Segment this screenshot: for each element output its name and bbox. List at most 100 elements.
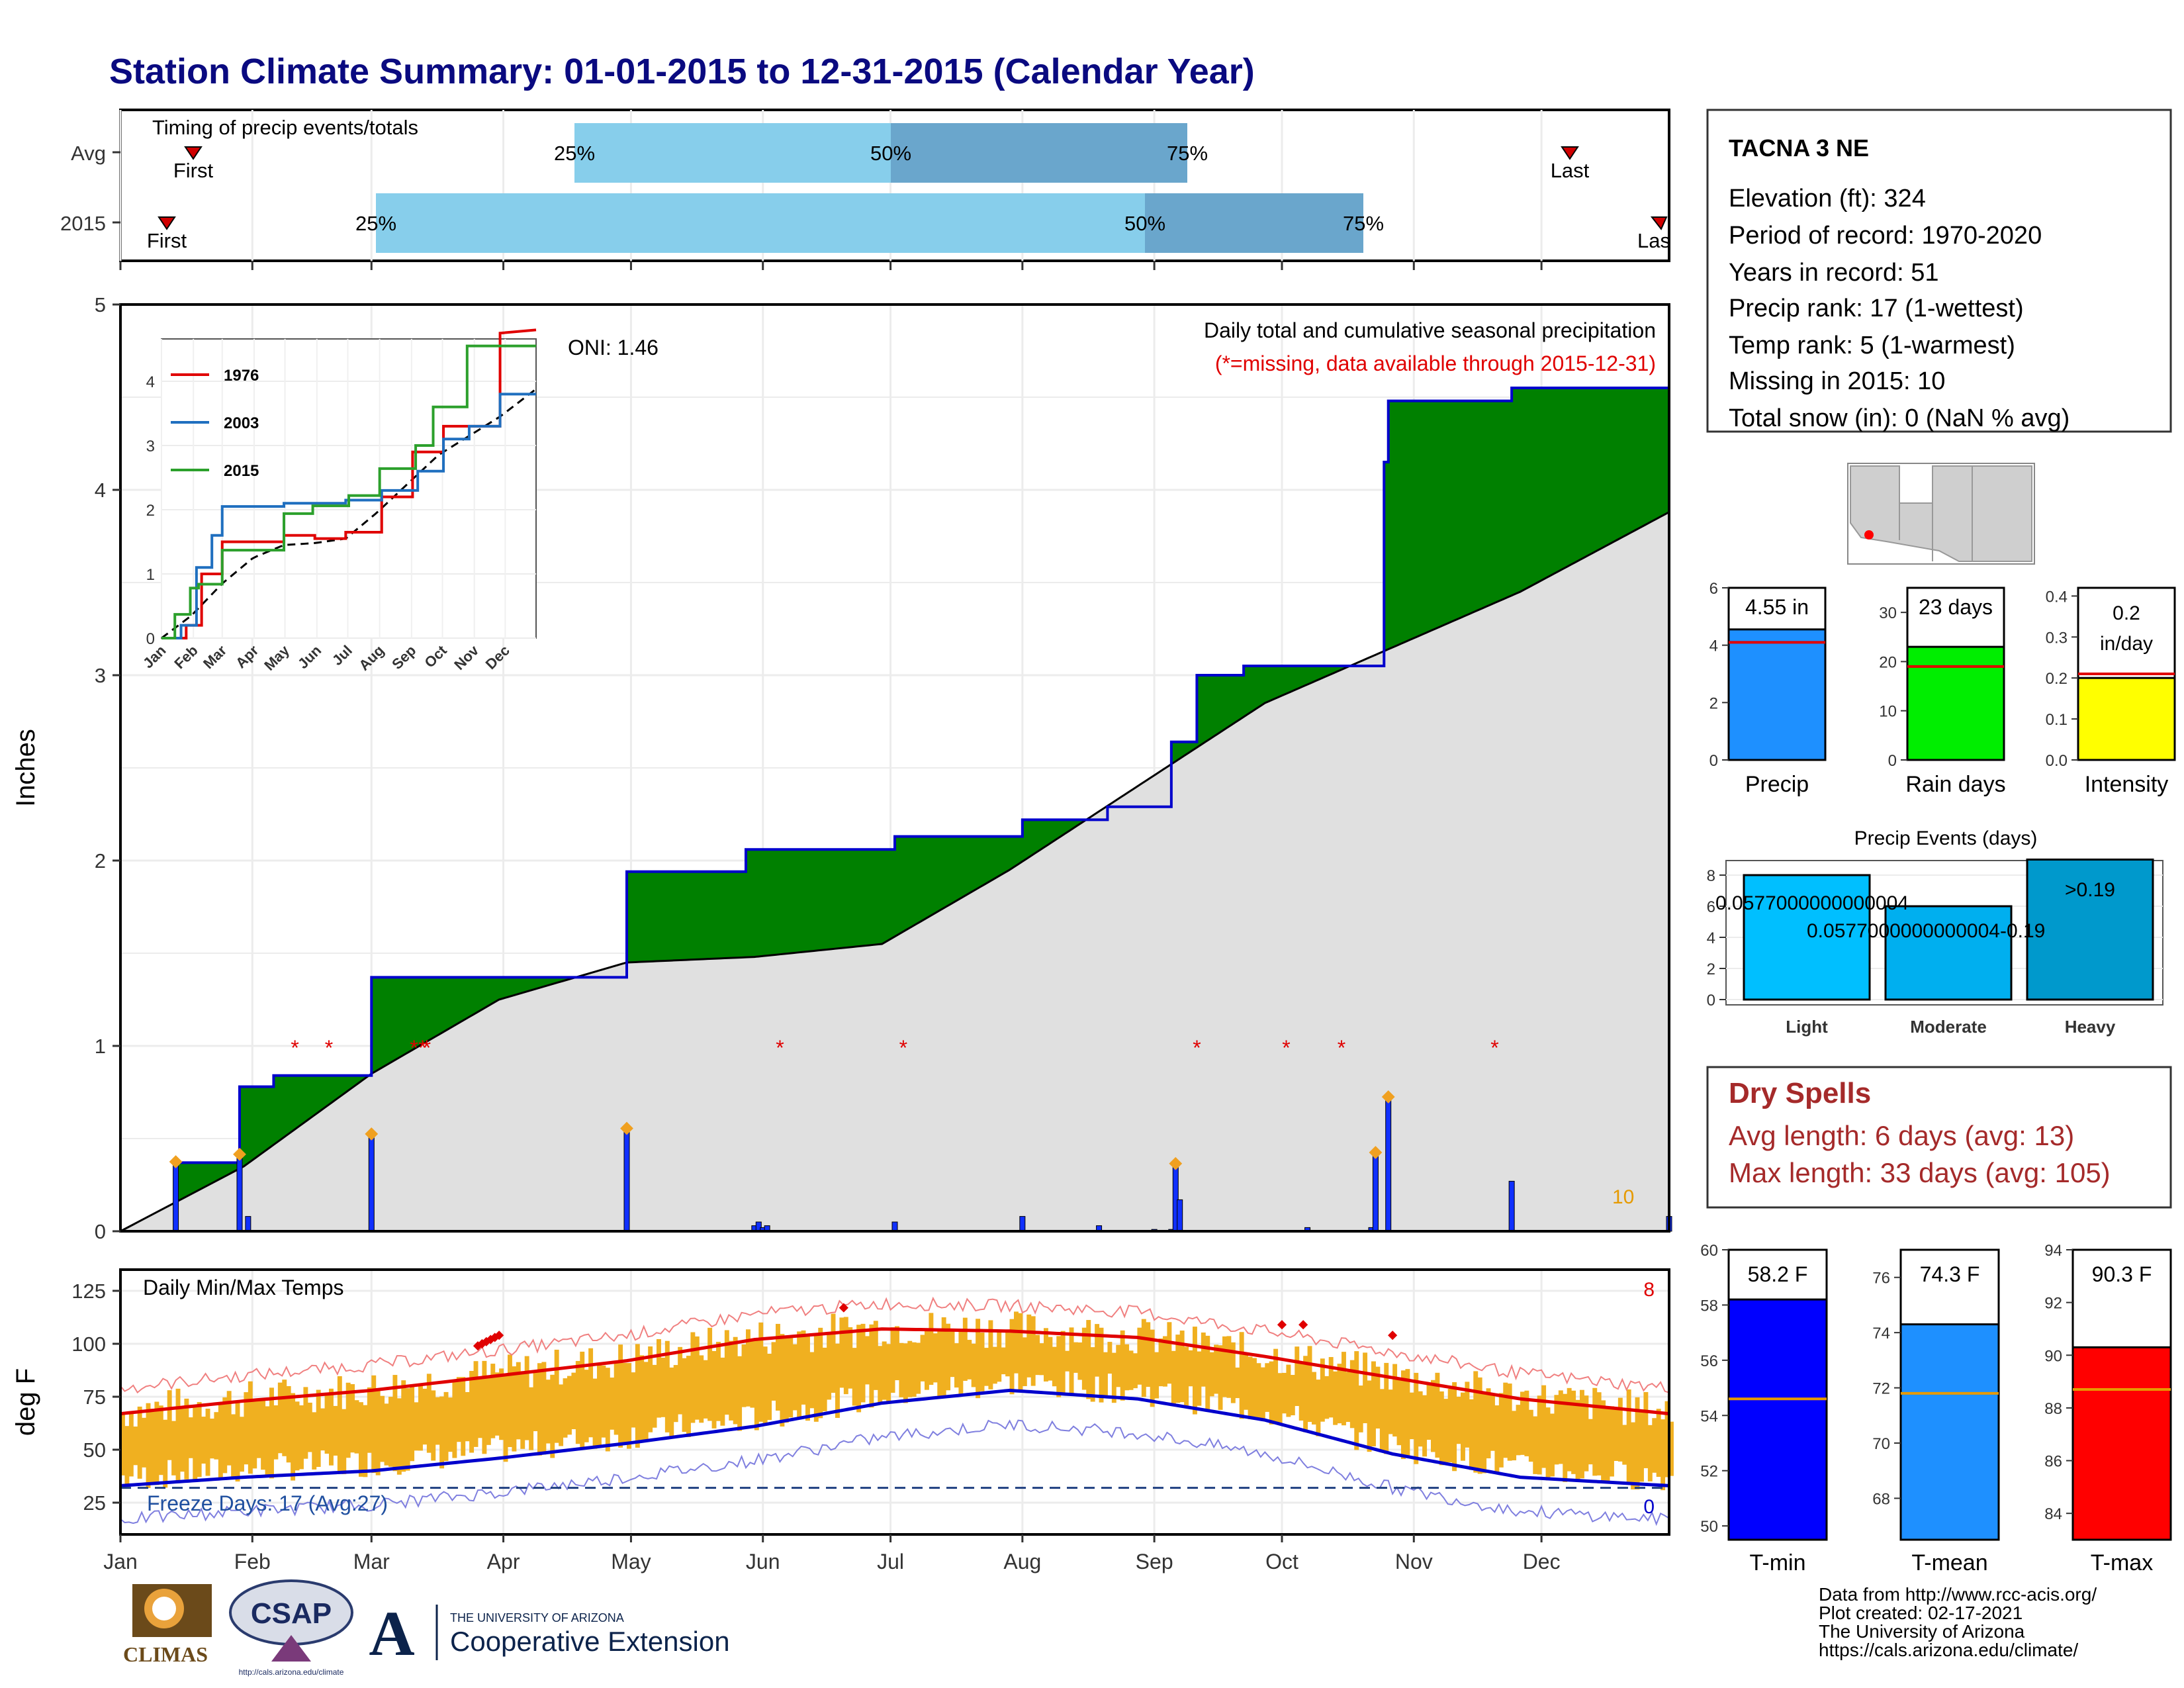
daily-temp-range-bar [1137,1327,1142,1385]
mini-bar-ytick-label: 6 [1709,580,1718,598]
daily-temp-range-bar [780,1334,785,1427]
daily-temp-range-bar [984,1348,989,1386]
daily-temp-range-bar [1563,1393,1568,1482]
temp-summary-ytick-label: 86 [2044,1453,2062,1471]
daily-temp-range-bar [754,1340,759,1430]
daily-temp-range-bar [1184,1346,1189,1406]
daily-temp-range-bar [1197,1351,1202,1406]
climas-logo-text: CLIMAS [123,1642,208,1666]
daily-temp-range-bar [733,1336,738,1425]
daily-temp-range-bar [1516,1405,1521,1456]
daily-temp-range-bar [167,1390,172,1460]
month-label: Nov [1395,1550,1433,1573]
temp-summary-ytick-label: 70 [1872,1435,1890,1453]
daily-temp-range-bar [494,1372,500,1436]
timing-2015-q25-q50-bar [376,193,1145,253]
daily-temp-range-bar [771,1342,776,1401]
precip-events-chart: Precip Events (days) 0 2 4 6 8 Light Moderate H… [1707,827,2163,1037]
temp-ytick-label: 25 [83,1491,106,1515]
daily-temp-range-bar [1596,1392,1602,1476]
daily-precip-bar [368,1134,375,1232]
station-temp-rank: Temp rank: 5 (1-warmest) [1729,332,2015,359]
daily-temp-range-bar [478,1378,482,1438]
month-label: Jun [746,1550,780,1573]
daily-temp-range-bar [592,1378,598,1449]
daily-temp-range-bar [1610,1406,1614,1477]
events-moderate-label: 0.0577000000000004-0.19 [1807,920,2045,942]
freeze-days: Freeze Days: 17 (Avg:27) [147,1491,388,1515]
timing-2015-last: Last [1637,229,1676,252]
daily-temp-range-bar [354,1400,359,1454]
daily-temp-range-bar [690,1332,696,1423]
daily-temp-range-bar [142,1417,147,1468]
daily-temp-range-bar [1269,1361,1274,1425]
temp-summary-ytick-label: 58 [1700,1297,1718,1315]
temp-summary-ytick-label: 76 [1872,1270,1890,1288]
timing-avg-first: First [173,159,214,182]
daily-temp-range-bar [333,1405,338,1456]
missing-count: 10 [1612,1186,1634,1208]
daily-temp-range-bar [865,1336,870,1385]
credit-data-source: Data from http://www.rcc-acis.org/ [1819,1584,2097,1605]
timing-label: Timing of precip events/totals [152,116,418,139]
daily-temp-range-bar [396,1398,402,1475]
daily-temp-range-bar [222,1397,228,1474]
daily-temp-range-bar [716,1342,721,1421]
missing-day-star: * [776,1036,784,1060]
temp-summary-ytick-label: 92 [2044,1295,2062,1313]
daily-temp-range-bar [273,1405,279,1460]
daily-temp-range-bar [1392,1364,1398,1437]
daily-temp-range-bar [1469,1399,1474,1470]
events-category-label: Light [1786,1017,1828,1037]
daily-precip-bar [891,1221,898,1232]
record-high-marker [839,1303,848,1313]
timing-panel: Timing of precip events/totals Avg 2015 … [60,109,1676,262]
daily-temp-range-bar [1163,1336,1167,1387]
timing-2015-q75: 75% [1343,212,1384,235]
mini-bar-ytick-label: 0.4 [2046,588,2068,606]
daily-temp-range-bar [958,1331,964,1395]
events-ytick-label: 4 [1707,929,1715,947]
daily-temp-range-bar [1120,1330,1125,1401]
daily-temp-range-bar [1188,1350,1193,1387]
daily-temp-range-bar [303,1387,308,1459]
events-ytick-label: 2 [1707,961,1715,978]
temp-summary-ytick-label: 94 [2044,1242,2062,1260]
daily-temp-range-bar [418,1385,423,1451]
temp-summary-ytick-label: 68 [1872,1490,1890,1508]
daily-temp-range-bar [605,1368,610,1452]
daily-temp-range-bar [388,1397,393,1467]
events-ytick-label: 8 [1707,867,1715,885]
daily-temp-range-bar [235,1401,240,1482]
daily-temp-range-bar [1465,1382,1470,1448]
daily-temp-range-bar [1431,1380,1435,1452]
daily-temp-range-bar [282,1380,287,1456]
daily-temp-range-bar [1069,1327,1074,1393]
daily-temp-range-bar [1367,1380,1372,1452]
daily-temp-range-bar [545,1380,551,1444]
daily-temp-range-bar [729,1340,734,1421]
daily-temp-range-bar [1001,1347,1006,1375]
daily-temp-range-bar [435,1397,440,1445]
daily-temp-range-bar [937,1329,942,1397]
daily-temp-range-bar [954,1343,959,1388]
month-label: Apr [487,1550,520,1573]
daily-temp-range-bar [1214,1344,1219,1394]
record-high-marker [1298,1320,1308,1330]
daily-precip-bar [1385,1097,1392,1232]
daily-temp-range-bar [1550,1413,1555,1477]
daily-temp-range-bar [827,1334,832,1400]
daily-temp-range-bar [1545,1407,1551,1481]
daily-temp-range-bar [163,1419,168,1488]
daily-precip-bar [1372,1152,1379,1232]
daily-temp-range-bar [392,1375,398,1472]
daily-temp-range-bar [657,1338,661,1418]
daily-temp-range-bar [1588,1419,1593,1465]
daily-temp-range-bar [635,1344,640,1448]
daily-temp-range-bar [882,1341,887,1400]
daily-temp-range-bar [197,1402,202,1477]
month-label: Mar [353,1550,390,1573]
daily-temp-range-bar [218,1403,223,1479]
daily-temp-range-bar [1324,1376,1330,1419]
daily-temp-range-bar [622,1362,627,1444]
